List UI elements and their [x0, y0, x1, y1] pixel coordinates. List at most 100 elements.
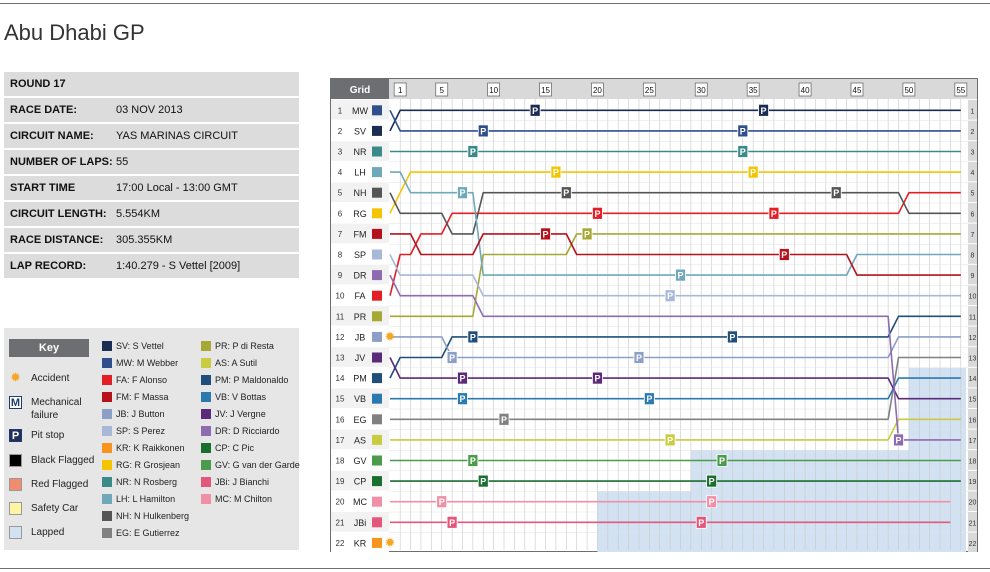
finish-row-band	[968, 141, 977, 161]
finish-position-number: 3	[971, 150, 975, 157]
legend-swatch	[102, 341, 112, 351]
pit-stop-letter: P	[740, 147, 746, 157]
race-info-label: LAP RECORD:	[10, 260, 87, 272]
grid-driver-swatch	[372, 105, 382, 116]
lap-tick-label: 30	[697, 86, 706, 95]
pit-stop-letter: P	[729, 332, 735, 342]
grid-driver-code: CP	[354, 477, 367, 487]
grid-driver-code: EG	[353, 415, 366, 425]
lap-tick-box	[746, 82, 760, 97]
finish-row-band	[968, 491, 977, 511]
pit-stop-letter: P	[563, 188, 569, 198]
pit-stop-letter: P	[896, 435, 902, 445]
pit-stop-marker	[457, 371, 468, 385]
pit-stop-letter: P	[646, 394, 652, 404]
grid-position-number: 2	[338, 127, 343, 136]
finish-position-number: 15	[969, 397, 977, 404]
grid-driver-code: FA	[354, 291, 365, 301]
race-info-value: 5.554KM	[116, 208, 161, 220]
race-info-label: START TIME	[10, 182, 76, 194]
lap-tick-label: 35	[749, 86, 758, 95]
legend-label: AS: A Sutil	[215, 358, 258, 368]
accident-icon: ✹	[10, 372, 21, 384]
pit-stop-marker	[467, 330, 479, 344]
grid-position-number: 13	[336, 354, 345, 363]
legend-swatch	[102, 443, 112, 453]
finish-row-band	[968, 161, 977, 182]
pit-stop-letter: P	[480, 126, 486, 136]
pit-stop-marker	[446, 515, 458, 529]
legend-swatch	[201, 443, 211, 453]
pit-stop-letter: P	[709, 477, 715, 487]
key-item-label: Black Flagged	[31, 455, 95, 466]
lap-tick-box	[798, 82, 812, 97]
key-item-label: Lapped	[31, 527, 65, 538]
series-line-sv	[389, 109, 961, 132]
series-line-pm	[389, 315, 961, 379]
grid-position-number: 21	[336, 518, 345, 527]
grid-position-number: 12	[336, 333, 345, 342]
legend-label: MC: M Chilton	[215, 494, 273, 504]
grid-driver-swatch	[372, 228, 382, 239]
key-item-label: Safety Car	[31, 503, 79, 514]
legend-label: FA: F Alonso	[116, 375, 168, 385]
pit-stop-letter: P	[771, 209, 777, 219]
race-info-label: RACE DISTANCE:	[10, 234, 104, 246]
pit-stop-letter: P	[667, 435, 673, 445]
pit-stop-letter: P	[594, 374, 600, 384]
legend-label: MW: M Webber	[116, 358, 179, 368]
legend-swatch	[201, 392, 211, 402]
finish-row-band	[968, 203, 977, 223]
legend-swatch	[201, 358, 211, 368]
legend-label: PM: P Maldonaldo	[215, 375, 289, 385]
series-line-eg	[390, 356, 961, 421]
pit-stop-letter: P	[833, 188, 839, 198]
top-rule	[0, 3, 990, 4]
pit-stop-letter: P	[449, 518, 455, 528]
finish-position-number: 4	[971, 170, 975, 177]
pit-stop-marker	[457, 186, 468, 200]
finish-position-number: 1	[971, 108, 975, 115]
pit-stop-marker	[778, 248, 790, 261]
race-info-label: RACE DATE:	[10, 104, 78, 116]
legend-swatch	[102, 460, 112, 470]
grid-driver-swatch	[372, 352, 382, 363]
pit-stop-marker	[768, 206, 780, 220]
lap-tick-label: 45	[853, 86, 862, 95]
pit-stop-marker	[643, 392, 655, 406]
lap-tick-box	[902, 82, 916, 97]
pit-stop-letter: P	[761, 106, 767, 116]
grid-header-cell	[331, 79, 389, 99]
pit-stop-icon: P	[9, 429, 22, 442]
series-line-vb	[390, 377, 961, 400]
legend-swatch	[102, 511, 112, 521]
pit-stop-marker	[467, 454, 479, 467]
legend-label: GV: G van der Garde	[215, 460, 300, 470]
finish-position-number: 2	[971, 129, 975, 136]
series-line-fa	[389, 191, 961, 296]
pit-stop-marker	[529, 103, 541, 117]
pit-stop-marker	[592, 371, 603, 385]
grid-driver-swatch	[372, 331, 382, 342]
pit-stop-letter: P	[719, 456, 725, 466]
grid-driver-swatch	[372, 434, 382, 445]
grid-driver-swatch	[372, 167, 382, 178]
pit-stop-letter: P	[677, 271, 683, 281]
race-info-row: RACE DISTANCE: 305.355KM	[4, 228, 299, 252]
finish-position-number: 18	[969, 459, 977, 466]
race-info-label: CIRCUIT LENGTH:	[10, 208, 107, 220]
grid-position-number: 14	[336, 374, 345, 383]
pit-stop-marker	[592, 206, 603, 220]
pit-stop-marker	[446, 351, 458, 364]
lap-tick-box	[393, 82, 407, 97]
legend-swatch	[102, 426, 112, 436]
grid-position-number: 7	[338, 230, 343, 239]
finish-position-number: 14	[969, 376, 977, 383]
grid-position-number: 16	[336, 415, 345, 424]
lap-tick-box	[954, 82, 968, 97]
finish-row-band	[968, 100, 977, 120]
finish-row-band	[968, 367, 977, 388]
finish-position-number: 10	[969, 294, 977, 301]
black-flag-icon	[9, 454, 22, 467]
legend-label: NH: N Hulkenberg	[116, 511, 190, 521]
